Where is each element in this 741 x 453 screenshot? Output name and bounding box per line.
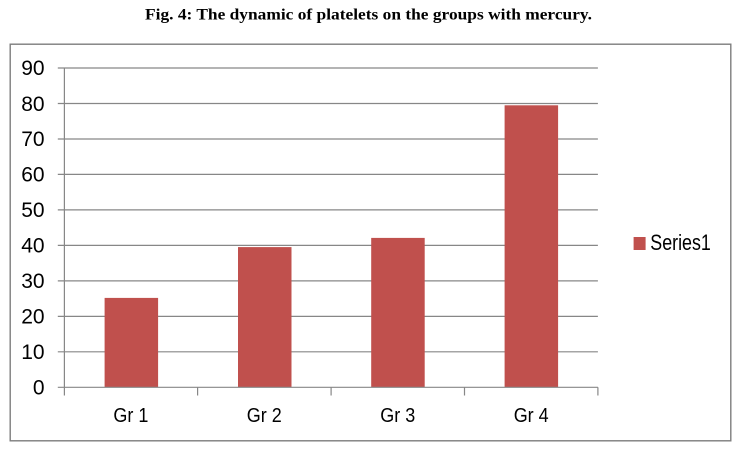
- svg-text:10: 10: [21, 341, 44, 364]
- svg-text:90: 90: [21, 57, 44, 80]
- svg-text:50: 50: [21, 199, 44, 222]
- svg-text:0: 0: [33, 377, 45, 400]
- svg-text:30: 30: [21, 270, 44, 293]
- svg-text:60: 60: [21, 164, 44, 187]
- svg-text:Gr 3: Gr 3: [380, 405, 415, 427]
- svg-text:Gr 2: Gr 2: [247, 405, 282, 427]
- svg-text:Gr 1: Gr 1: [113, 405, 148, 427]
- svg-text:20: 20: [21, 306, 44, 329]
- svg-text:40: 40: [21, 235, 44, 258]
- svg-text:Fig. 4: The dynamic of platele: Fig. 4: The dynamic of platelets on the …: [145, 7, 592, 24]
- svg-text:Series1: Series1: [650, 230, 711, 255]
- svg-text:80: 80: [21, 93, 44, 116]
- svg-text:70: 70: [21, 128, 44, 151]
- svg-text:Gr 4: Gr 4: [514, 405, 549, 427]
